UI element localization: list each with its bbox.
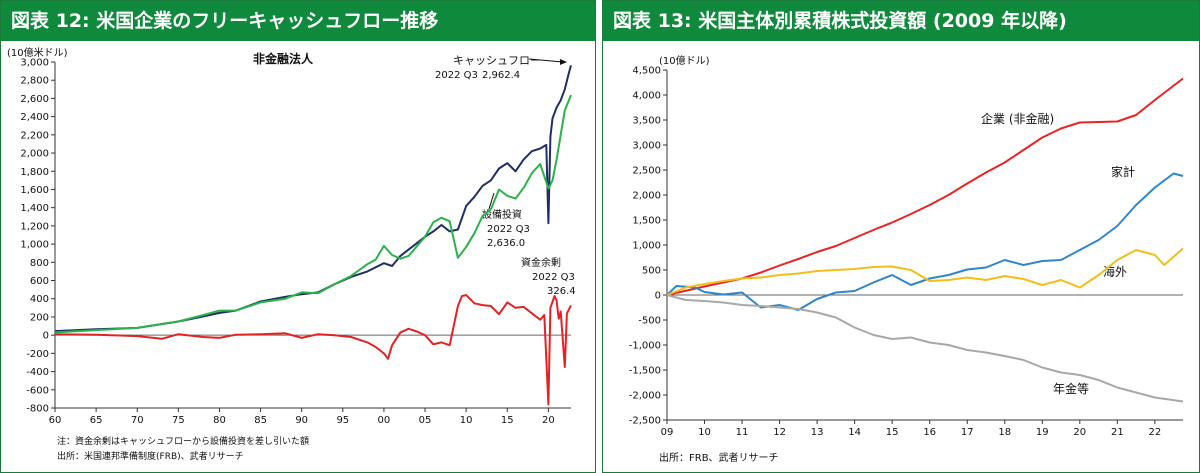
left-x-tick-label: 00 (378, 415, 391, 426)
right-x-tick-label: 15 (886, 427, 899, 438)
surplus-annotation-value: 326.4 (547, 286, 576, 297)
left-x-tick-label: 60 (49, 415, 62, 426)
right-series-line-3 (666, 294, 1184, 403)
left-y-tick-label: -800 (26, 404, 49, 415)
left-x-tick-label: 75 (172, 415, 185, 426)
right-chart-header: 図表 13: 米国主体別累積株式投資額 (2009 年以降) (603, 1, 1199, 41)
foreign-series-label: 海外 (1103, 264, 1127, 279)
right-series-line-0 (666, 77, 1184, 296)
surplus-annotation-name: 資金余剰 (521, 256, 561, 269)
right-y-tick-label: 2,500 (632, 166, 661, 177)
corporate-series-label: 企業 (非金融) (981, 111, 1054, 126)
capex-annotation-period: 2022 Q3 (487, 224, 530, 235)
right-y-tick-label: 4,500 (632, 66, 661, 77)
right-chart-source: 出所：FRB、武者リサーチ (659, 451, 779, 464)
right-y-tick-label: 4,000 (632, 91, 661, 102)
pension-series-label: 年金等 (1053, 381, 1089, 396)
left-y-tick-label: 1,600 (20, 185, 49, 196)
left-y-tick-label: 1,000 (20, 240, 49, 251)
right-x-tick-label: 11 (736, 427, 749, 438)
right-series-line-1 (666, 172, 1184, 311)
right-y-tick-label: -500 (638, 316, 661, 327)
left-y-tick-label: 200 (30, 312, 49, 323)
left-x-tick-label: 65 (90, 415, 103, 426)
right-x-tick-label: 17 (961, 427, 974, 438)
left-y-tick-label: 1,200 (20, 221, 49, 232)
left-unit-label: (10億米ドル) (7, 46, 68, 59)
cf-arrow-head-icon (560, 59, 567, 65)
cf-annotation-value: 2,962.4 (482, 70, 520, 81)
left-x-tick-label: 15 (501, 415, 514, 426)
right-y-tick-label: 500 (642, 266, 661, 277)
left-chart-header: 図表 12: 米国企業のフリーキャッシュフロー推移 (1, 1, 595, 41)
left-y-tick-label: 3,000 (20, 58, 49, 69)
left-x-tick-label: 70 (131, 415, 144, 426)
left-y-tick-label: -600 (26, 385, 49, 396)
capex-annotation-leader (488, 192, 495, 210)
right-x-tick-label: 12 (773, 427, 786, 438)
left-y-tick-label: 1,800 (20, 167, 49, 178)
right-x-tick-label: 16 (923, 427, 936, 438)
right-x-tick-label: 21 (1111, 427, 1124, 438)
right-plot-group: -2,500 -2,000 -1,500 -1,000 -500 0 500 1,000 1,5… (629, 66, 1184, 438)
household-series-label: 家計 (1111, 164, 1135, 179)
left-chart-source: 出所：米国連邦準備制度(FRB)、武者リサーチ (57, 450, 244, 462)
left-y-tick-label: -200 (26, 349, 49, 360)
left-x-tick-label: 10 (460, 415, 473, 426)
left-chart-svg: (10億米ドル) 非金融法人 キャッシュフロー 2022 Q3 2,962.4 … (7, 46, 576, 462)
cf-annotation-period: 2022 Q3 (435, 70, 478, 81)
right-y-tick-label: 3,000 (632, 141, 661, 152)
left-y-tick-label: 2,200 (20, 130, 49, 141)
right-series-line-2 (666, 247, 1184, 296)
right-y-tick-label: -2,500 (629, 416, 661, 427)
left-x-tick-label: 85 (254, 415, 267, 426)
right-x-tick-label: 14 (848, 427, 861, 438)
right-chart-panel: 図表 13: 米国主体別累積株式投資額 (2009 年以降) (10億ドル) 企… (602, 0, 1200, 473)
cf-annotation-name: キャッシュフロー (453, 54, 541, 67)
left-y-tick-label: 2,000 (20, 149, 49, 160)
right-y-tick-label: -1,000 (629, 341, 661, 352)
left-y-tick-label: -400 (26, 367, 49, 378)
left-y-tick-label: 1,400 (20, 203, 49, 214)
left-series-line-2 (54, 294, 572, 406)
cf-annotation-arrow (528, 58, 564, 63)
right-y-tick-label: 3,500 (632, 116, 661, 127)
right-x-tick-label: 13 (811, 427, 824, 438)
left-chart-subtitle: 非金融法人 (253, 51, 314, 66)
left-y-tick-label: 0 (43, 331, 49, 342)
right-x-tick-label: 22 (1148, 427, 1161, 438)
left-y-tick-label: 800 (30, 258, 49, 269)
left-x-tick-label: 90 (295, 415, 308, 426)
left-series-line-1 (54, 94, 572, 334)
right-chart-svg: (10億ドル) 企業 (非金融) 家計 海外 年金等 出所：FRB、武者リサーチ… (629, 54, 1184, 464)
right-y-tick-label: 2,000 (632, 191, 661, 202)
left-y-tick-label: 2,600 (20, 94, 49, 105)
right-y-tick-label: 1,000 (632, 241, 661, 252)
left-y-tick-label: 2,800 (20, 76, 49, 87)
left-chart-panel: 図表 12: 米国企業のフリーキャッシュフロー推移 (10億米ドル) 非金融法人… (0, 0, 596, 473)
right-x-tick-label: 10 (698, 427, 711, 438)
surplus-annotation-period: 2022 Q3 (532, 272, 575, 283)
right-x-tick-label: 19 (1036, 427, 1049, 438)
left-x-tick-label: 20 (542, 415, 555, 426)
left-x-tick-label: 05 (419, 415, 432, 426)
right-y-tick-label: -2,000 (629, 391, 661, 402)
left-series-line-0 (54, 65, 572, 333)
left-plot-group: -800 -600 -400 -200 0 200 400 600 800 1,000 1,200 1… (20, 58, 572, 426)
capex-annotation-name: 設備投資 (482, 208, 522, 221)
left-y-tick-label: 2,400 (20, 112, 49, 123)
right-y-tick-label: 1,500 (632, 216, 661, 227)
left-x-tick-label: 80 (213, 415, 226, 426)
capex-annotation-value: 2,636.0 (487, 238, 525, 249)
left-chart-note: 注：資金余剰はキャッシュフローから設備投資を差し引いた額 (57, 435, 309, 447)
right-x-tick-label: 09 (661, 427, 674, 438)
right-unit-label: (10億ドル) (659, 54, 710, 67)
left-y-tick-label: 600 (30, 276, 49, 287)
left-y-tick-label: 400 (30, 294, 49, 305)
right-x-tick-label: 18 (998, 427, 1011, 438)
right-y-tick-label: 0 (655, 291, 661, 302)
left-x-tick-label: 95 (336, 415, 349, 426)
right-x-tick-label: 20 (1073, 427, 1086, 438)
right-y-tick-label: -1,500 (629, 366, 661, 377)
